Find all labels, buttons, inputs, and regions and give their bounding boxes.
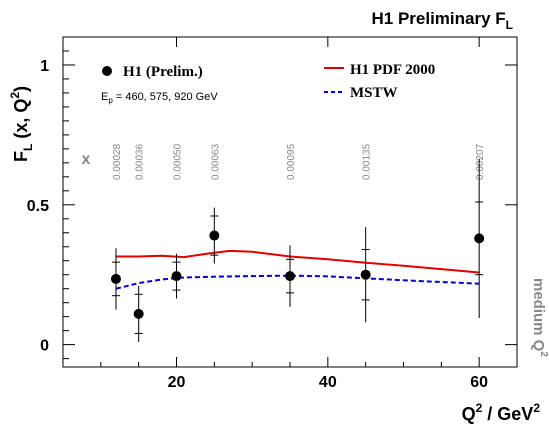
- x-bin-label: 0.00050: [173, 143, 184, 180]
- x-bin-label: 0.00095: [286, 143, 297, 180]
- data-point: [171, 271, 182, 282]
- legend: H1 (Prelim.) H1 PDF 2000 MSTW: [102, 62, 435, 101]
- x-bin-label: 0.00028: [112, 143, 123, 180]
- legend-label-mstw: MSTW: [350, 85, 398, 101]
- y-tick-label: 1: [40, 58, 49, 75]
- side-label: medium Q2: [530, 278, 549, 357]
- x-bin-label: 0.00135: [362, 143, 373, 180]
- x-axis-label: Q2 / GeV2: [462, 401, 541, 424]
- data-point: [285, 271, 295, 282]
- data-point: [209, 230, 220, 241]
- curve-mstw: [115, 274, 480, 290]
- data-point: [133, 308, 144, 319]
- x-bin-label: 0.00207: [475, 143, 486, 180]
- x-bin-label: 0.00036: [135, 143, 146, 180]
- y-axis-label: FL (x, Q2): [8, 86, 35, 162]
- energy-label: Ep = 460, 575, 920 GeV: [101, 91, 218, 105]
- data-point: [360, 269, 371, 280]
- chart-header: H1 Preliminary FL: [371, 9, 513, 32]
- legend-marker-h1-prelim: [102, 66, 112, 76]
- plot-frame: [62, 36, 518, 368]
- x-tick-label: 60: [470, 374, 488, 391]
- legend-label-h1-pdf: H1 PDF 2000: [350, 62, 435, 78]
- x-bin-symbol: x: [82, 151, 91, 168]
- x-tick-label: 40: [319, 374, 337, 391]
- data-point: [474, 233, 485, 244]
- y-tick-label: 0: [40, 338, 49, 355]
- data-point: [110, 273, 121, 284]
- x-bin-label: 0.00063: [210, 143, 221, 180]
- curve-h1-pdf-2000: [116, 249, 480, 274]
- x-tick-label: 20: [168, 374, 186, 391]
- legend-label-h1-prelim: H1 (Prelim.): [123, 64, 203, 80]
- y-tick-label: 0.5: [27, 198, 49, 215]
